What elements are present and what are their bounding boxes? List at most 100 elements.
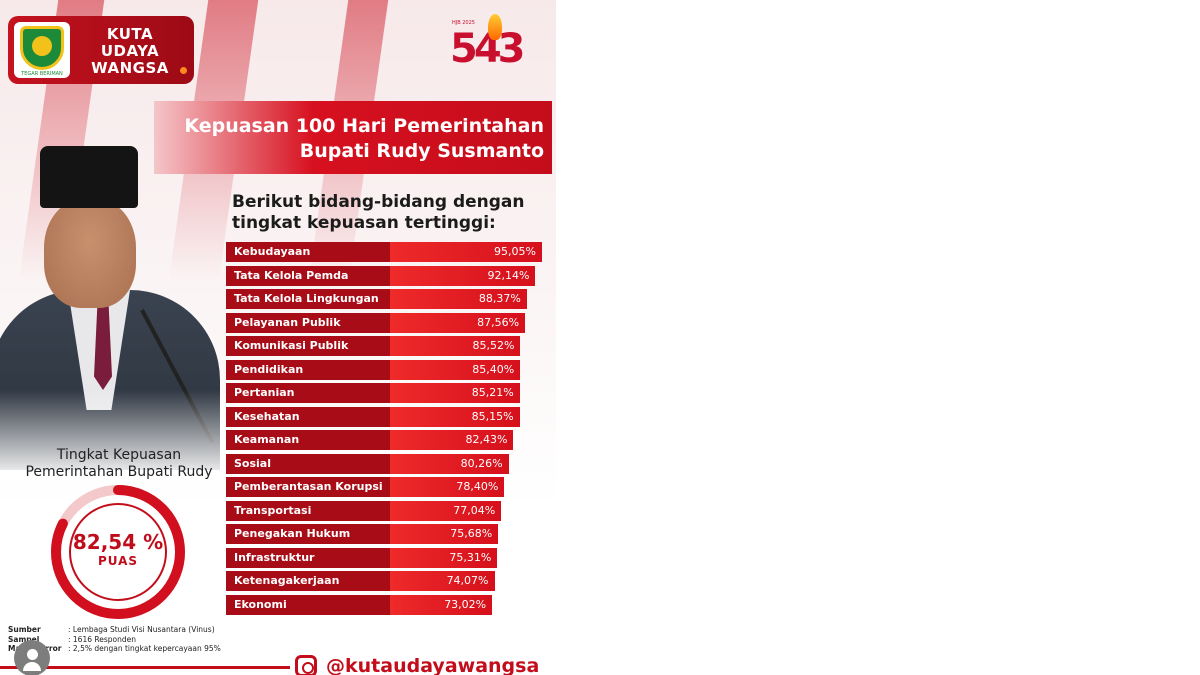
bar-value-label: 75,68%: [450, 527, 493, 540]
overall-satisfaction-unit: PUAS: [97, 554, 139, 568]
page-title: Kepuasan 100 Hari Pemerintahan Bupati Ru…: [184, 115, 544, 162]
bar-value-label: 85,21%: [471, 386, 514, 399]
bar-category-label: Tata Kelola Pemda: [234, 268, 349, 282]
emblem-motto: TEGAR BERIMAN: [21, 71, 63, 77]
bar-row: Kebudayaan 95,05%: [226, 242, 556, 262]
bar-label-box: Kebudayaan: [226, 242, 390, 262]
bar-label-box: Ketenagakerjaan: [226, 571, 390, 591]
bar-category-label: Sosial: [234, 456, 271, 470]
bar-category-label: Transportasi: [234, 503, 312, 517]
bar: [390, 571, 495, 591]
bar: [390, 242, 542, 262]
flame-icon: [488, 14, 502, 40]
bar-category-label: Kesehatan: [234, 409, 300, 423]
bar-row: Sosial 80,26%: [226, 453, 556, 474]
bar: [390, 336, 521, 356]
source-key: Sampel: [8, 634, 40, 644]
bar-label-box: Kesehatan: [226, 406, 390, 427]
bar-label-box: Pemberantasan Korupsi: [226, 477, 390, 497]
bar-value-label: 80,26%: [460, 456, 503, 470]
overall-satisfaction-label: Tingkat Kepuasan Pemerintahan Bupati Rud…: [25, 447, 213, 480]
bar-value-label: 85,15%: [471, 409, 514, 423]
bar-row: Infrastruktur 75,31%: [226, 547, 556, 568]
bar-category-label: Penegakan Hukum: [234, 527, 351, 540]
bar-row: Komunikasi Publik 85,52%: [226, 336, 556, 356]
official-portrait: [0, 140, 240, 480]
bar-row: Pelayanan Publik 87,56%: [226, 312, 556, 333]
bar: [390, 477, 505, 497]
source-value: : 2,5% dengan tingkat kepercayaan 95%: [68, 644, 221, 653]
source-value: : 1616 Responden: [68, 634, 137, 644]
bar-category-label: Infrastruktur: [234, 550, 315, 564]
user-avatar[interactable]: [14, 640, 50, 675]
bar-label-box: Tata Kelola Lingkungan: [226, 289, 390, 309]
regency-emblem-icon: TEGAR BERIMAN: [14, 22, 70, 78]
bar: [390, 594, 493, 615]
bar-label-box: Transportasi: [226, 500, 390, 521]
bar-value-label: 77,04%: [453, 503, 496, 517]
bar-value-label: 92,14%: [487, 268, 530, 282]
bar-label-box: Pendidikan: [226, 359, 390, 380]
bar-value-label: 82,43%: [465, 433, 508, 446]
bar-category-label: Ketenagakerjaan: [234, 574, 340, 587]
bar-value-label: 95,05%: [494, 245, 536, 258]
bar-category-label: Tata Kelola Lingkungan: [234, 292, 379, 305]
satisfaction-bar-chart: Kebudayaan 95,05% Tata Kelola Pemda 92,14% T…: [226, 242, 556, 618]
title-banner: Kepuasan 100 Hari Pemerintahan Bupati Ru…: [154, 101, 552, 174]
bar-label-box: Pelayanan Publik: [226, 312, 390, 333]
bar-category-label: Kebudayaan: [234, 245, 311, 258]
bar-category-label: Pertanian: [234, 386, 295, 399]
chart-subtitle: Berikut bidang-bidang dengan tingkat kep…: [232, 192, 525, 233]
social-handle: @kutaudayawangsa: [326, 655, 540, 675]
bar: [390, 547, 498, 568]
bar-row: Pertanian 85,21%: [226, 383, 556, 403]
bar: [390, 289, 527, 309]
bar: [390, 383, 520, 403]
bar-label-box: Komunikasi Publik: [226, 336, 390, 356]
brand-dot-icon: [180, 67, 187, 74]
bar-value-label: 74,07%: [446, 574, 489, 587]
bar: [390, 453, 509, 474]
bar-category-label: Pendidikan: [234, 362, 304, 376]
bar-label-box: Penegakan Hukum: [226, 524, 390, 544]
bar-row: Keamanan 82,43%: [226, 430, 556, 450]
instagram-icon: [295, 655, 317, 675]
bar: [390, 430, 514, 450]
footer-divider: [0, 666, 290, 669]
bar-category-label: Pemberantasan Korupsi: [234, 480, 383, 493]
bar: [390, 359, 521, 380]
bar-value-label: 78,40%: [456, 480, 499, 493]
bar-row: Pendidikan 85,40%: [226, 359, 556, 380]
bar-category-label: Keamanan: [234, 433, 300, 446]
bar-value-label: 87,56%: [477, 315, 520, 329]
brand-logo: TEGAR BERIMAN KUTA UDAYA WANGSA: [8, 16, 194, 84]
bar-row: Transportasi 77,04%: [226, 500, 556, 521]
anniversary-small-text: HJB 2025: [452, 20, 475, 26]
bar-row: Ekonomi 73,02%: [226, 594, 556, 615]
source-value: : Lembaga Studi Visi Nusantara (Vinus): [68, 625, 215, 634]
anniversary-logo: HJB 2025 543: [448, 8, 528, 80]
bar-category-label: Pelayanan Publik: [234, 315, 341, 329]
anniversary-number: 543: [450, 26, 525, 72]
source-row: Sumber: Lembaga Studi Visi Nusantara (Vi…: [8, 625, 221, 635]
bar-category-label: Komunikasi Publik: [234, 339, 349, 352]
bar-label-box: Ekonomi: [226, 594, 390, 615]
bar-label-box: Tata Kelola Pemda: [226, 265, 390, 286]
source-row: Sampel : 1616 Responden: [8, 635, 221, 645]
bar: [390, 500, 502, 521]
bar-value-label: 88,37%: [478, 292, 521, 305]
bar-label-box: Keamanan: [226, 430, 390, 450]
bar: [390, 265, 536, 286]
overall-satisfaction-value: 82,54 %: [72, 530, 164, 554]
bar: [390, 312, 526, 333]
bar-category-label: Ekonomi: [234, 597, 287, 611]
bar-row: Kesehatan 85,15%: [226, 406, 556, 427]
bar: [390, 406, 520, 427]
bar-row: Tata Kelola Lingkungan 88,37%: [226, 289, 556, 309]
bar-value-label: 73,02%: [444, 597, 487, 611]
satisfaction-gauge: [51, 485, 185, 619]
bar-row: Pemberantasan Korupsi 78,40%: [226, 477, 556, 497]
bar-value-label: 85,40%: [472, 362, 515, 376]
bar-label-box: Pertanian: [226, 383, 390, 403]
infographic-poster: TEGAR BERIMAN KUTA UDAYA WANGSA HJB 2025…: [0, 0, 556, 675]
